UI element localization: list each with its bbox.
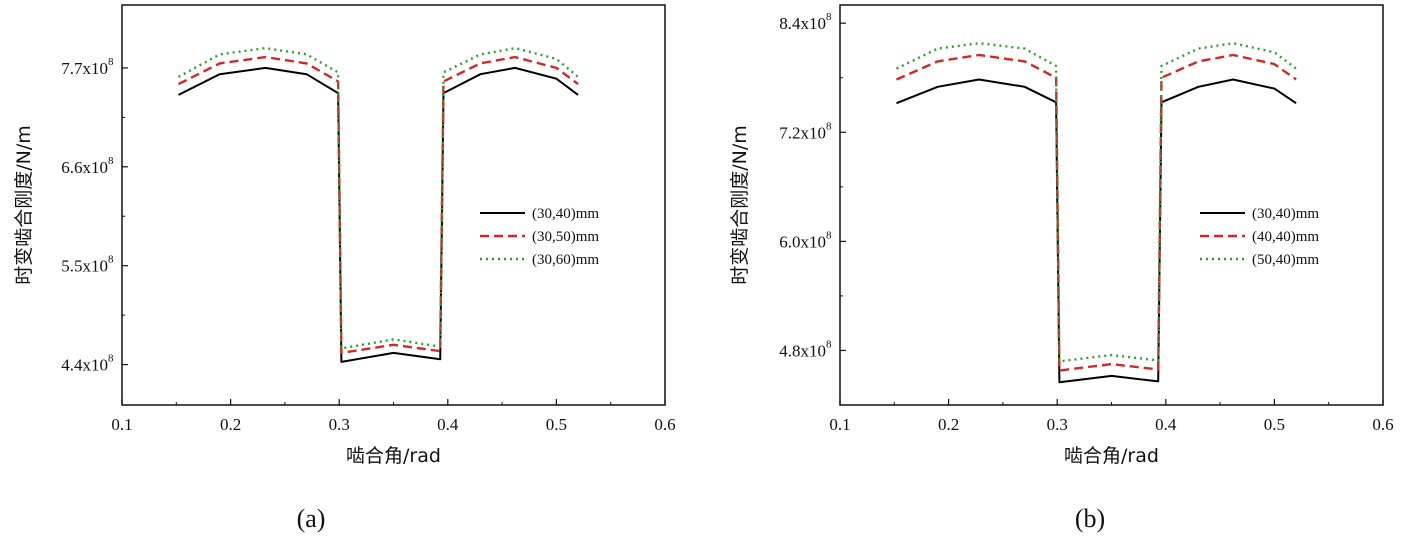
legend-label-1: (30,40)mm <box>1252 206 1319 222</box>
y-tick-exponent: 8 <box>826 229 832 241</box>
x-tick-label: 0.4 <box>437 415 459 434</box>
series-line-3 <box>177 46 579 350</box>
x-tick-label: 0.3 <box>1047 415 1068 434</box>
x-axis-label: 啮合角/rad <box>346 445 441 467</box>
legend-label-1: (30,40)mm <box>532 206 599 222</box>
y-tick-exponent: 8 <box>108 353 114 365</box>
y-axis-label: 时变啮合刚度/N/m <box>729 125 751 285</box>
series-line-1 <box>178 66 579 363</box>
x-tick-label: 0.2 <box>938 415 959 434</box>
y-tick-exponent: 8 <box>826 120 832 132</box>
y-tick-label: 8.4x10 <box>779 14 826 33</box>
legend-label-2: (40,40)mm <box>1252 229 1319 245</box>
x-tick-label: 0.6 <box>1372 415 1393 434</box>
x-tick-label: 0.6 <box>654 415 675 434</box>
x-tick-label: 0.1 <box>829 415 850 434</box>
series-line-2 <box>896 53 1297 372</box>
y-tick-label: 6.0x10 <box>779 232 826 251</box>
y-tick-exponent: 8 <box>826 338 832 350</box>
legend: (30,40)mm (40,40)mm (50,40)mm <box>1200 206 1319 268</box>
y-tick-exponent: 8 <box>826 11 832 23</box>
y-tick-exponent: 8 <box>108 56 114 68</box>
y-tick-label: 4.8x10 <box>779 341 826 360</box>
x-tick-label: 0.4 <box>1155 415 1177 434</box>
y-tick-label: 5.5x10 <box>61 257 108 276</box>
plot-frame <box>839 4 1384 406</box>
y-tick-exponent: 8 <box>108 155 114 167</box>
x-tick-label: 0.2 <box>220 415 241 434</box>
legend-label-2: (30,50)mm <box>532 229 599 245</box>
x-tick-label: 0.1 <box>111 415 132 434</box>
x-tick-label: 0.5 <box>546 415 567 434</box>
series-line-1 <box>896 78 1297 384</box>
legend: (30,40)mm (30,50)mm (30,60)mm <box>480 206 599 268</box>
chart-panel-1: 0.1 0.2 0.3 0.4 0.5 0.64.4x10 85.5x10 86.6x10 87… <box>13 4 676 533</box>
y-tick-label: 7.2x10 <box>779 123 826 142</box>
series-line-2 <box>177 55 579 355</box>
y-tick-label: 7.7x10 <box>61 59 108 78</box>
panel-label: (b) <box>1075 504 1105 533</box>
chart-panel-2: 0.1 0.2 0.3 0.4 0.5 0.64.8x10 86.0x10 87.2x10 88… <box>729 4 1394 533</box>
legend-label-3: (30,60)mm <box>532 252 599 268</box>
series-line-3 <box>895 42 1297 363</box>
x-tick-label: 0.3 <box>329 415 350 434</box>
panel-label: (a) <box>297 504 326 533</box>
y-tick-label: 6.6x10 <box>61 158 108 177</box>
x-axis-label: 啮合角/rad <box>1064 445 1159 467</box>
y-axis-label: 时变啮合刚度/N/m <box>13 125 35 285</box>
legend-label-3: (50,40)mm <box>1252 252 1319 268</box>
x-tick-label: 0.5 <box>1264 415 1285 434</box>
y-tick-exponent: 8 <box>108 254 114 266</box>
y-tick-label: 4.4x10 <box>61 356 108 375</box>
